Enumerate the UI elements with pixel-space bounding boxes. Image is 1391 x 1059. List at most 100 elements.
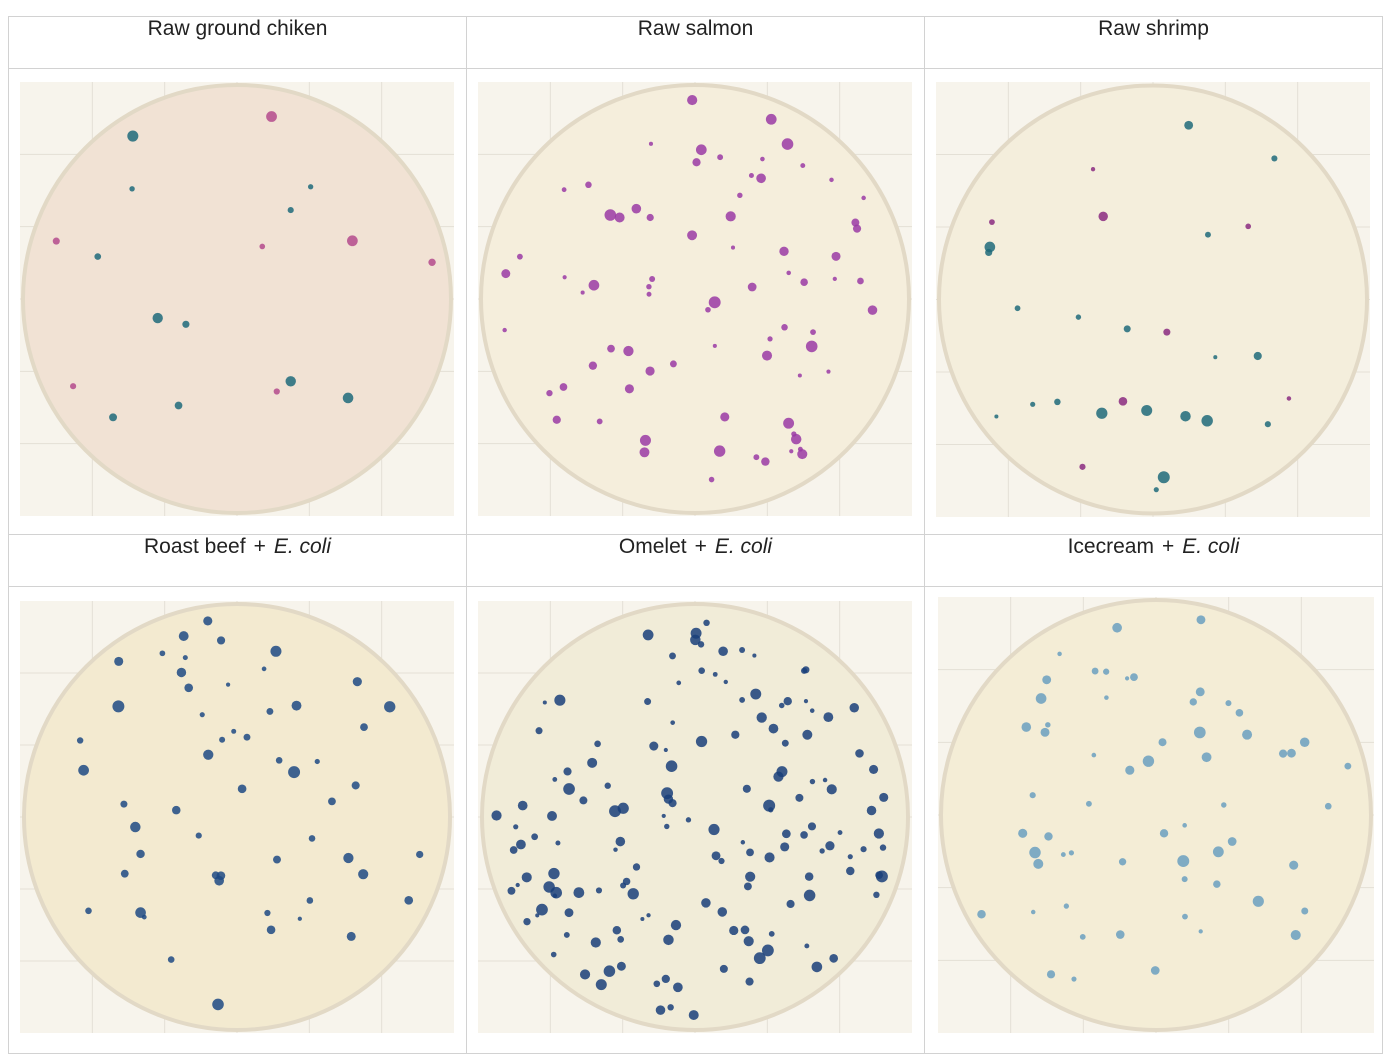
colony: [857, 277, 864, 285]
colony: [849, 702, 859, 713]
colony: [199, 712, 205, 718]
colony: [781, 829, 791, 839]
colony: [343, 852, 354, 864]
colony: [1235, 709, 1244, 717]
colony: [640, 916, 645, 922]
colony: [266, 707, 274, 715]
colony: [579, 796, 588, 805]
colony: [664, 823, 670, 830]
colony: [588, 361, 598, 370]
colony: [1180, 410, 1191, 422]
colony: [358, 869, 369, 880]
colony: [1090, 167, 1096, 172]
colony: [1286, 396, 1292, 401]
colony: [649, 741, 659, 751]
colony: [1046, 970, 1056, 979]
colony: [1182, 913, 1188, 920]
colony: [114, 656, 124, 666]
colony: [130, 821, 141, 833]
colony: [554, 694, 566, 706]
colony: [85, 907, 92, 915]
colony: [1054, 398, 1061, 406]
colony: [501, 269, 511, 279]
colony: [615, 836, 626, 847]
plate-medium: [22, 602, 452, 1032]
plate-medium: [939, 598, 1373, 1032]
colony: [603, 965, 616, 977]
header-omelet-ecoli: Omelet + E. coli: [466, 534, 925, 587]
colony: [837, 830, 843, 835]
colony: [713, 445, 726, 457]
colony: [1252, 895, 1264, 907]
colony: [594, 740, 601, 748]
colony: [1045, 722, 1051, 728]
colony: [1044, 832, 1053, 841]
colony: [873, 828, 884, 839]
colony: [195, 832, 202, 839]
colony: [523, 917, 531, 926]
header-raw-salmon: Raw salmon: [466, 16, 925, 69]
colony: [1196, 615, 1206, 625]
header-food-label: Omelet: [618, 535, 687, 558]
colony: [596, 418, 603, 425]
colony: [1184, 120, 1194, 130]
colony: [747, 282, 757, 292]
plate-image: [478, 601, 912, 1033]
header-food-label: Icecream: [1067, 535, 1154, 558]
colony: [613, 847, 618, 852]
colony: [607, 344, 615, 353]
colony: [1035, 693, 1047, 704]
petri-plate-omelet-ecoli: [478, 601, 912, 1033]
colony: [750, 688, 762, 700]
colony: [178, 631, 189, 641]
colony: [645, 366, 655, 376]
colony: [491, 810, 502, 821]
colony: [623, 345, 634, 357]
plus-sign: +: [1161, 535, 1175, 558]
colony: [70, 383, 77, 390]
colony: [273, 388, 280, 395]
colony: [829, 954, 839, 963]
colony: [783, 697, 792, 706]
colony: [52, 237, 60, 245]
plate-image: [20, 601, 454, 1033]
colony: [563, 783, 575, 795]
colony: [273, 855, 281, 864]
cell-icecream-ecoli: [924, 586, 1383, 1054]
colony: [384, 701, 396, 713]
colony: [767, 336, 773, 342]
colony: [555, 840, 561, 846]
colony: [781, 324, 788, 331]
colony: [1271, 155, 1278, 162]
colony: [669, 360, 677, 368]
cell-raw-ground-chicken: [8, 68, 467, 535]
colony: [829, 177, 834, 183]
colony: [76, 737, 84, 744]
colony: [690, 634, 701, 646]
colony: [805, 340, 818, 353]
colony: [182, 655, 188, 661]
colony: [184, 683, 194, 693]
header-organism-label: E. coli: [1182, 535, 1240, 558]
colony: [764, 852, 775, 863]
colony: [1104, 695, 1109, 700]
colony: [266, 925, 276, 935]
colony: [1118, 858, 1127, 866]
colony: [763, 799, 776, 812]
colony: [1153, 487, 1159, 493]
colony: [587, 757, 598, 768]
colony: [632, 863, 641, 871]
colony: [655, 1005, 666, 1015]
colony: [306, 897, 314, 904]
colony: [1063, 903, 1070, 909]
colony: [717, 907, 728, 917]
colony: [712, 671, 718, 677]
colony: [1242, 729, 1253, 740]
colony: [1163, 328, 1171, 336]
colony: [515, 882, 520, 888]
colony: [1290, 929, 1301, 941]
colony: [1177, 855, 1190, 868]
colony: [797, 373, 802, 378]
colony: [663, 794, 674, 804]
colony: [663, 934, 674, 946]
